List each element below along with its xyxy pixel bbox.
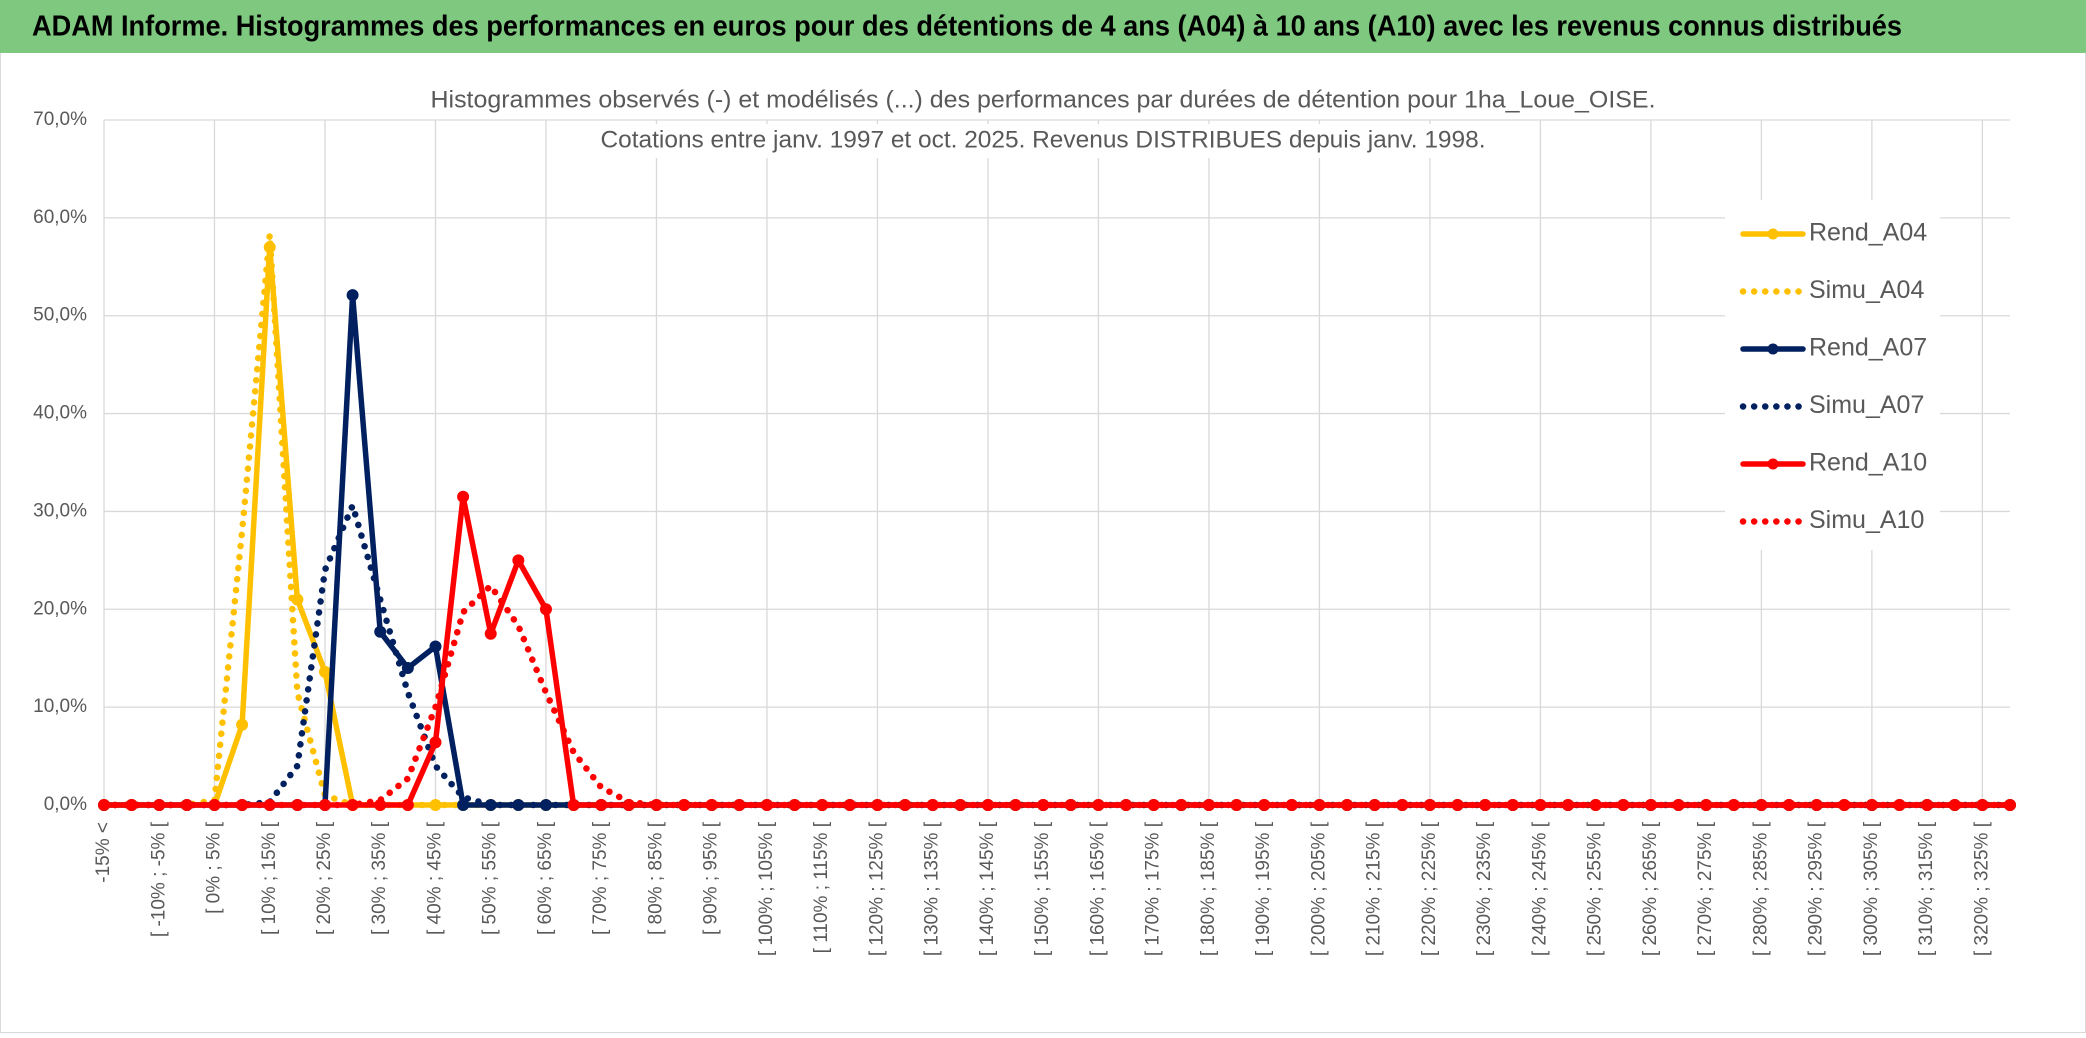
legend-label: Rend_A04 bbox=[1809, 219, 1927, 247]
x-tick-label: [ 190% ; 195% [ bbox=[1253, 821, 1274, 956]
x-tick-label: [ 140% ; 145% [ bbox=[977, 821, 998, 956]
x-tick-label: [ 290% ; 295% [ bbox=[1806, 821, 1827, 956]
y-tick-label: 70,0% bbox=[33, 109, 87, 130]
x-tick-label: [ 260% ; 265% [ bbox=[1640, 821, 1661, 956]
x-tick-label: [ 70% ; 75% [ bbox=[590, 821, 611, 935]
legend-marker bbox=[1767, 458, 1779, 470]
y-tick-label: 20,0% bbox=[33, 598, 87, 619]
x-tick-label: [ 240% ; 245% [ bbox=[1529, 821, 1550, 956]
y-tick-label: 0,0% bbox=[44, 794, 87, 815]
x-tick-label: [ 320% ; 325% [ bbox=[1971, 821, 1992, 956]
x-tick-label: [ 120% ; 125% [ bbox=[866, 821, 887, 956]
legend-label: Simu_A04 bbox=[1809, 276, 1924, 304]
chart-subtitle: Cotations entre janv. 1997 et oct. 2025.… bbox=[601, 126, 1486, 153]
title-bg bbox=[425, 84, 1661, 118]
legend-label: Simu_A10 bbox=[1809, 506, 1924, 534]
point bbox=[318, 665, 331, 678]
x-tick-label: [ 300% ; 305% [ bbox=[1861, 821, 1882, 956]
series-line bbox=[100, 582, 2014, 809]
x-tick-label: [ 20% ; 25% [ bbox=[314, 821, 335, 935]
y-tick-label: 10,0% bbox=[33, 696, 87, 717]
point bbox=[567, 799, 580, 811]
x-tick-label: [ 270% ; 275% [ bbox=[1695, 821, 1716, 956]
legend-label: Rend_A10 bbox=[1809, 449, 1927, 477]
y-tick-label: 60,0% bbox=[33, 207, 87, 228]
legend-bg bbox=[1725, 200, 1940, 550]
x-tick-label: [ 220% ; 225% [ bbox=[1419, 821, 1440, 956]
x-tick-label: [ 60% ; 65% [ bbox=[535, 821, 556, 935]
point bbox=[539, 603, 552, 616]
x-tick-label: [ 50% ; 55% [ bbox=[480, 821, 501, 935]
point bbox=[401, 799, 414, 811]
point bbox=[457, 799, 470, 811]
y-tick-label: 50,0% bbox=[33, 305, 87, 326]
point bbox=[236, 718, 249, 731]
x-tick-label: -15% < bbox=[93, 822, 114, 883]
point bbox=[512, 554, 525, 567]
x-tick-label: [ 130% ; 135% [ bbox=[922, 821, 943, 956]
x-tick-label: [ 180% ; 185% [ bbox=[1198, 821, 1219, 956]
point bbox=[429, 736, 442, 749]
y-tick-label: 30,0% bbox=[33, 500, 87, 521]
x-tick-label: [ 250% ; 255% [ bbox=[1585, 821, 1606, 956]
x-tick-label: [ 230% ; 235% [ bbox=[1474, 821, 1495, 956]
legend-label: Simu_A07 bbox=[1809, 391, 1924, 419]
plot: 0,0% 10,0% 20,0% 30,0% 40,0% 50,0% 60,0% 70,0% -… bbox=[33, 109, 2016, 956]
x-tick-label: [ 80% ; 85% [ bbox=[645, 821, 666, 935]
point bbox=[484, 627, 497, 640]
legend-marker bbox=[1767, 228, 1779, 240]
x-tick-label: [ 40% ; 45% [ bbox=[424, 821, 445, 935]
x-tick-label: [ 100% ; 105% [ bbox=[756, 821, 777, 956]
point bbox=[595, 799, 608, 811]
x-tick-label: [ -10% ; -5% [ bbox=[148, 821, 169, 937]
x-tick-label: [ 150% ; 155% [ bbox=[1032, 821, 1053, 956]
point bbox=[457, 490, 470, 503]
legend-label: Rend_A07 bbox=[1809, 334, 1927, 362]
subtitle-bg bbox=[593, 124, 1493, 158]
point bbox=[401, 662, 414, 674]
x-tick-label: [ 30% ; 35% [ bbox=[369, 821, 390, 935]
x-tick-label: [ 0% ; 5% [ bbox=[204, 821, 225, 914]
x-tick-label: [ 210% ; 215% [ bbox=[1364, 821, 1385, 956]
point bbox=[346, 289, 359, 302]
point bbox=[429, 640, 442, 653]
legend-marker bbox=[1767, 343, 1779, 355]
x-tick-label: [ 200% ; 205% [ bbox=[1308, 821, 1329, 956]
x-tick-label: [ 160% ; 165% [ bbox=[1087, 821, 1108, 956]
point bbox=[374, 625, 387, 638]
x-tick-label: [ 10% ; 15% [ bbox=[259, 821, 280, 935]
x-tick-label: [ 280% ; 285% [ bbox=[1750, 821, 1771, 956]
x-tick-label: [ 90% ; 95% [ bbox=[701, 821, 722, 935]
header-title: ADAM Informe. Histogrammes des performan… bbox=[32, 11, 1902, 43]
x-tick-label: [ 310% ; 315% [ bbox=[1916, 821, 1937, 956]
chart-title: Histogrammes observés (-) et modélisés (… bbox=[431, 86, 1656, 113]
x-tick-label: [ 110% ; 115% [ bbox=[811, 821, 832, 953]
header-bar bbox=[0, 0, 2086, 53]
y-tick-label: 40,0% bbox=[33, 403, 87, 424]
x-tick-label: [ 170% ; 175% [ bbox=[1143, 821, 1164, 956]
